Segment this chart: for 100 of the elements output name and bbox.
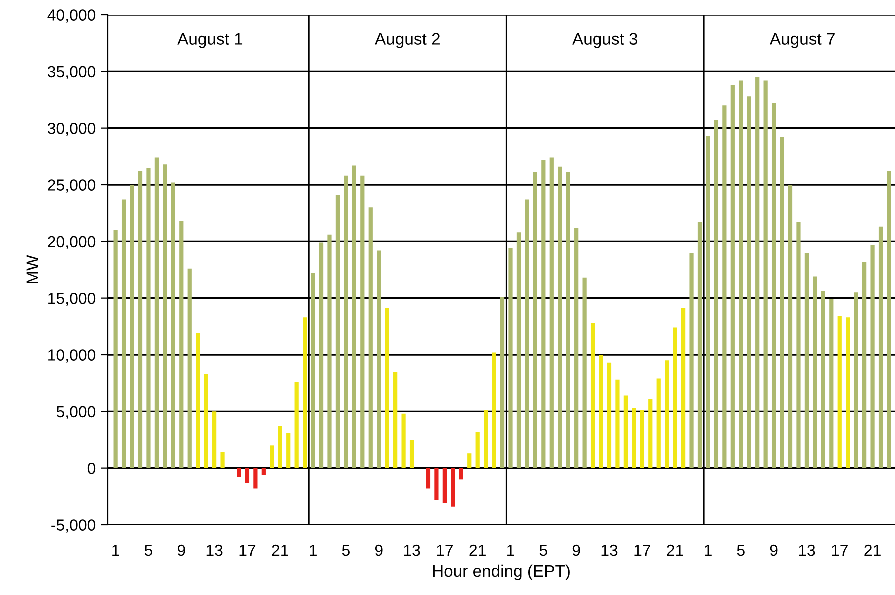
bar xyxy=(566,172,570,468)
bar xyxy=(624,396,628,468)
x-tick-label: 21 xyxy=(272,544,288,556)
x-tick-label: 9 xyxy=(178,544,186,556)
y-tick-label: 20,000 xyxy=(48,236,96,250)
y-tick-label: 30,000 xyxy=(48,122,96,136)
bar xyxy=(484,410,488,468)
bar xyxy=(582,278,587,468)
bar xyxy=(204,374,208,468)
bar xyxy=(154,158,160,468)
bar xyxy=(772,103,776,468)
bar xyxy=(788,185,793,468)
bar xyxy=(846,318,850,468)
bar xyxy=(508,248,513,468)
bar xyxy=(887,171,892,468)
bar xyxy=(336,195,340,468)
bar xyxy=(377,250,382,468)
x-tick-label: 5 xyxy=(342,545,350,556)
bar xyxy=(590,323,596,468)
bar xyxy=(722,106,727,468)
bar xyxy=(698,222,702,468)
bar xyxy=(854,292,858,468)
bar xyxy=(796,222,801,468)
bar xyxy=(500,297,505,468)
x-tick-label: 21 xyxy=(667,544,684,556)
x-tick-label: 5 xyxy=(540,545,548,556)
bar xyxy=(122,200,126,468)
bar xyxy=(878,226,884,468)
y-tick-label: 5,000 xyxy=(56,406,96,420)
bar xyxy=(426,468,431,489)
x-tick-label: 5 xyxy=(144,545,152,556)
x-tick-label: 1 xyxy=(508,545,514,556)
x-tick-label: 13 xyxy=(602,544,618,556)
x-tick-label: 9 xyxy=(375,544,383,556)
x-tick-label: 5 xyxy=(737,545,745,556)
bar xyxy=(311,273,316,468)
y-tick-label: 10,000 xyxy=(48,350,96,363)
bar xyxy=(714,120,719,468)
bar xyxy=(830,299,834,468)
y-tick-label: 25,000 xyxy=(48,180,96,193)
bar xyxy=(171,182,176,468)
bar xyxy=(146,168,151,468)
bar xyxy=(328,234,332,468)
bar xyxy=(862,262,867,468)
bar xyxy=(476,432,480,468)
bar xyxy=(245,468,250,484)
bar xyxy=(286,433,291,468)
bar xyxy=(410,440,414,468)
x-tick-label: 13 xyxy=(799,544,816,556)
bar xyxy=(220,452,225,468)
bar xyxy=(599,355,604,468)
bar xyxy=(270,446,274,468)
x-tick-label: 1 xyxy=(705,545,712,556)
bar xyxy=(394,372,398,468)
bar xyxy=(706,136,710,468)
bar xyxy=(574,228,579,468)
bar xyxy=(352,166,356,468)
x-tick-label: 21 xyxy=(470,544,486,556)
bar xyxy=(739,80,744,468)
bar xyxy=(492,352,496,468)
annotation: August 3 xyxy=(572,33,638,48)
bar xyxy=(838,316,842,468)
y-axis-title: MW xyxy=(26,255,38,284)
bar xyxy=(730,85,735,468)
bar xyxy=(254,468,258,489)
x-tick-label: 21 xyxy=(864,544,881,556)
bar xyxy=(459,468,464,480)
y-tick-label: -5,000 xyxy=(52,520,96,533)
bar xyxy=(821,292,826,468)
bar xyxy=(804,253,810,468)
bar xyxy=(665,360,670,468)
bar xyxy=(756,77,760,468)
bar xyxy=(640,410,644,468)
x-axis-title: Hour ending (EPT) xyxy=(433,564,570,580)
bar xyxy=(451,468,456,507)
bar xyxy=(303,318,308,468)
x-tick-label: 17 xyxy=(832,545,848,556)
bar xyxy=(385,308,390,468)
y-tick-label: 15,000 xyxy=(48,292,96,306)
bar xyxy=(278,426,282,468)
x-tick-label: 13 xyxy=(404,544,420,556)
bar xyxy=(212,412,217,468)
bar xyxy=(294,382,299,468)
bar xyxy=(533,172,538,468)
bar xyxy=(656,378,661,468)
bar xyxy=(632,408,636,468)
x-tick-label: 17 xyxy=(437,545,454,556)
annotation: August 7 xyxy=(770,33,835,48)
bar xyxy=(344,176,348,468)
bar xyxy=(747,96,752,468)
bar xyxy=(681,308,686,468)
bar xyxy=(690,253,694,468)
bar xyxy=(237,468,242,478)
bar xyxy=(434,468,439,500)
bar xyxy=(368,208,373,468)
bar xyxy=(780,137,784,468)
bar xyxy=(138,171,143,468)
y-tick-label: 35,000 xyxy=(48,66,96,80)
annotation: August 1 xyxy=(178,33,243,48)
bar xyxy=(870,245,875,468)
